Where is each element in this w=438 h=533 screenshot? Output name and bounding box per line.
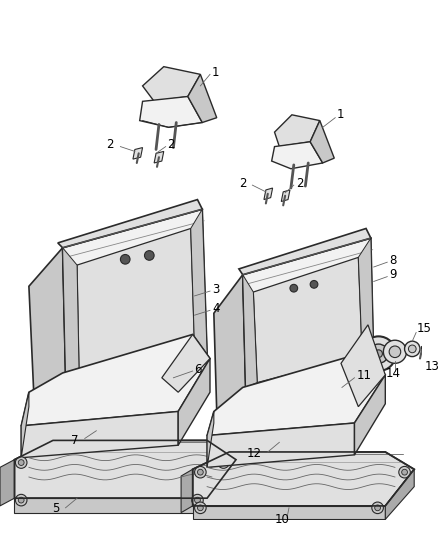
Text: 1: 1	[337, 108, 345, 122]
Text: 11: 11	[357, 369, 371, 382]
Circle shape	[15, 457, 27, 469]
Polygon shape	[21, 411, 178, 458]
Circle shape	[218, 457, 229, 469]
Polygon shape	[207, 352, 385, 435]
Polygon shape	[253, 257, 362, 383]
Circle shape	[221, 459, 226, 465]
Text: 5: 5	[53, 502, 60, 515]
Circle shape	[399, 466, 410, 478]
Polygon shape	[77, 229, 194, 368]
Polygon shape	[133, 148, 142, 159]
Polygon shape	[243, 274, 257, 387]
Polygon shape	[207, 423, 354, 467]
Polygon shape	[193, 506, 385, 519]
Polygon shape	[63, 354, 207, 387]
Polygon shape	[154, 151, 164, 163]
Circle shape	[361, 336, 396, 371]
Text: 9: 9	[389, 268, 397, 281]
Circle shape	[372, 502, 383, 514]
Polygon shape	[181, 469, 193, 513]
Circle shape	[290, 284, 298, 292]
Text: 15: 15	[417, 322, 432, 335]
Text: 2: 2	[239, 177, 247, 190]
Polygon shape	[191, 209, 207, 354]
Text: 2: 2	[168, 138, 175, 151]
Polygon shape	[178, 359, 210, 445]
Polygon shape	[214, 274, 246, 411]
Polygon shape	[58, 199, 202, 248]
Circle shape	[18, 497, 24, 503]
Polygon shape	[193, 452, 414, 506]
Polygon shape	[140, 96, 202, 127]
Circle shape	[194, 466, 206, 478]
Polygon shape	[63, 209, 207, 373]
Polygon shape	[162, 334, 210, 392]
Polygon shape	[272, 142, 323, 169]
Text: 2: 2	[296, 177, 303, 190]
Polygon shape	[0, 459, 14, 506]
Polygon shape	[142, 67, 200, 101]
Text: 2: 2	[106, 138, 114, 151]
Text: 4: 4	[212, 302, 219, 315]
Polygon shape	[21, 392, 29, 458]
Circle shape	[145, 251, 154, 260]
Polygon shape	[421, 346, 426, 350]
Circle shape	[402, 469, 407, 475]
Circle shape	[375, 350, 382, 358]
Polygon shape	[310, 120, 334, 163]
Text: 10: 10	[275, 513, 290, 526]
Text: 12: 12	[247, 447, 262, 461]
Circle shape	[194, 502, 206, 514]
Circle shape	[15, 494, 27, 506]
Text: 8: 8	[389, 254, 396, 266]
Polygon shape	[281, 190, 290, 201]
Circle shape	[405, 341, 420, 357]
Polygon shape	[207, 459, 236, 513]
Polygon shape	[29, 248, 66, 392]
Circle shape	[198, 469, 203, 475]
Circle shape	[18, 459, 24, 465]
Text: 13: 13	[425, 360, 438, 373]
Polygon shape	[188, 74, 217, 123]
Circle shape	[192, 494, 203, 506]
Polygon shape	[21, 334, 210, 426]
Circle shape	[194, 497, 200, 503]
Polygon shape	[264, 188, 272, 199]
Polygon shape	[385, 469, 414, 519]
Polygon shape	[207, 411, 214, 467]
Polygon shape	[358, 238, 374, 361]
Polygon shape	[239, 229, 371, 274]
Polygon shape	[243, 238, 374, 387]
Circle shape	[198, 505, 203, 511]
Text: 6: 6	[194, 362, 202, 376]
Polygon shape	[14, 498, 207, 513]
Text: 1: 1	[212, 66, 219, 79]
Polygon shape	[243, 361, 374, 400]
Circle shape	[369, 344, 388, 364]
Circle shape	[375, 505, 381, 511]
Polygon shape	[354, 375, 385, 455]
Circle shape	[310, 280, 318, 288]
Polygon shape	[341, 325, 385, 407]
Circle shape	[408, 345, 416, 353]
Polygon shape	[275, 115, 320, 147]
Text: 14: 14	[385, 367, 400, 381]
Text: 3: 3	[212, 282, 219, 296]
Polygon shape	[63, 248, 79, 373]
Polygon shape	[14, 440, 236, 498]
Circle shape	[383, 340, 406, 364]
Text: 7: 7	[71, 434, 79, 447]
Circle shape	[389, 346, 401, 358]
Circle shape	[120, 254, 130, 264]
